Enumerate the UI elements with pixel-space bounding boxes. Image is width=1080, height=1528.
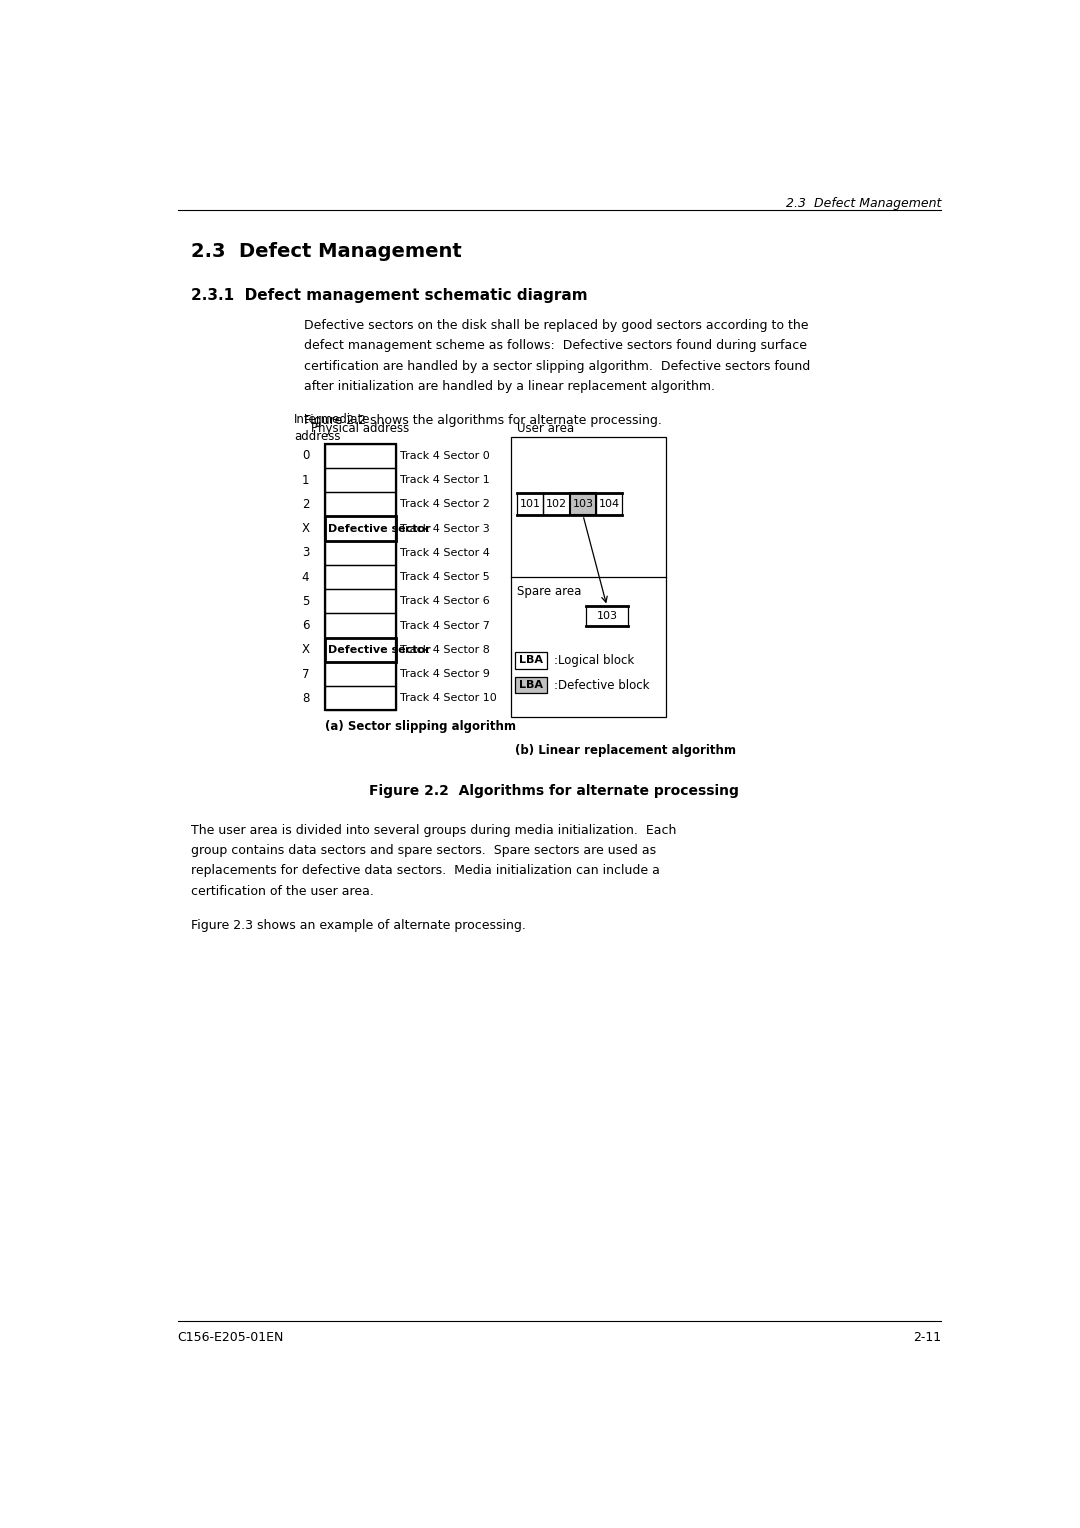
Bar [325, 541, 396, 565]
Text: Intermediate: Intermediate [294, 413, 370, 426]
Text: 0: 0 [301, 449, 309, 463]
Text: after initialization are handled by a linear replacement algorithm.: after initialization are handled by a li… [303, 380, 715, 393]
Text: Defective sector: Defective sector [328, 524, 431, 533]
Text: 5: 5 [301, 594, 309, 608]
Text: certification of the user area.: certification of the user area. [191, 885, 374, 898]
Text: 2-11: 2-11 [913, 1331, 941, 1343]
Text: Physical address: Physical address [311, 422, 409, 435]
Bar [325, 613, 396, 637]
Text: 2.3  Defect Management: 2.3 Defect Management [191, 241, 461, 261]
Bar [511, 437, 666, 717]
Text: group contains data sectors and spare sectors.  Spare sectors are used as: group contains data sectors and spare se… [191, 843, 656, 857]
Text: (a) Sector slipping algorithm: (a) Sector slipping algorithm [325, 720, 516, 733]
Text: 102: 102 [546, 500, 567, 509]
Text: defect management scheme as follows:  Defective sectors found during surface: defect management scheme as follows: Def… [303, 339, 807, 353]
Text: X: X [301, 523, 310, 535]
Bar [515, 652, 548, 669]
Text: Track 4 Sector 0: Track 4 Sector 0 [400, 451, 490, 461]
Bar [325, 590, 396, 613]
Text: LBA: LBA [519, 680, 543, 691]
Text: 104: 104 [598, 500, 620, 509]
Bar [325, 662, 396, 686]
Text: Track 4 Sector 8: Track 4 Sector 8 [400, 645, 490, 656]
Text: C156-E205-01EN: C156-E205-01EN [177, 1331, 284, 1343]
Text: Track 4 Sector 5: Track 4 Sector 5 [400, 571, 490, 582]
Bar [517, 494, 543, 515]
Text: (b) Linear replacement algorithm: (b) Linear replacement algorithm [515, 744, 735, 756]
Text: :Logical block: :Logical block [554, 654, 634, 666]
Bar [325, 492, 396, 516]
Text: 8: 8 [301, 692, 309, 704]
Text: 7: 7 [301, 668, 309, 680]
Text: :Defective block: :Defective block [554, 678, 649, 692]
Bar [570, 494, 596, 515]
Bar [325, 443, 396, 468]
Text: 4: 4 [301, 570, 309, 584]
Bar [596, 494, 622, 515]
Text: 2.3.1  Defect management schematic diagram: 2.3.1 Defect management schematic diagra… [191, 289, 588, 303]
Text: Spare area: Spare area [517, 585, 581, 597]
Bar [543, 494, 570, 515]
Text: Track 4 Sector 9: Track 4 Sector 9 [400, 669, 490, 678]
Text: Track 4 Sector 1: Track 4 Sector 1 [400, 475, 490, 484]
Bar [325, 686, 396, 711]
Text: certification are handled by a sector slipping algorithm.  Defective sectors fou: certification are handled by a sector sl… [303, 359, 810, 373]
Text: 3: 3 [301, 547, 309, 559]
Bar [325, 516, 396, 541]
Text: Track 4 Sector 7: Track 4 Sector 7 [400, 620, 490, 631]
Text: Track 4 Sector 10: Track 4 Sector 10 [400, 694, 497, 703]
Bar [325, 443, 396, 711]
Text: Defective sector: Defective sector [328, 645, 431, 656]
Text: Track 4 Sector 2: Track 4 Sector 2 [400, 500, 490, 509]
Text: Track 4 Sector 3: Track 4 Sector 3 [400, 524, 490, 533]
Text: replacements for defective data sectors.  Media initialization can include a: replacements for defective data sectors.… [191, 865, 660, 877]
Text: 6: 6 [301, 619, 309, 633]
Text: Figure 2.2 shows the algorithms for alternate processing.: Figure 2.2 shows the algorithms for alte… [303, 414, 662, 428]
Bar [585, 607, 629, 626]
Text: 101: 101 [519, 500, 541, 509]
Text: LBA: LBA [519, 656, 543, 665]
Text: 2.3  Defect Management: 2.3 Defect Management [785, 197, 941, 211]
Text: Defective sectors on the disk shall be replaced by good sectors according to the: Defective sectors on the disk shall be r… [303, 319, 809, 332]
Text: User area: User area [517, 422, 575, 435]
Text: 103: 103 [596, 611, 618, 622]
Text: 1: 1 [301, 474, 309, 486]
Text: Track 4 Sector 4: Track 4 Sector 4 [400, 547, 490, 558]
Text: Figure 2.3 shows an example of alternate processing.: Figure 2.3 shows an example of alternate… [191, 920, 526, 932]
Text: Track 4 Sector 6: Track 4 Sector 6 [400, 596, 490, 607]
Text: Figure 2.2  Algorithms for alternate processing: Figure 2.2 Algorithms for alternate proc… [368, 784, 739, 798]
Text: The user area is divided into several groups during media initialization.  Each: The user area is divided into several gr… [191, 824, 676, 837]
Text: address: address [294, 429, 340, 443]
Bar [325, 565, 396, 590]
Bar [325, 468, 396, 492]
Text: 2: 2 [301, 498, 309, 510]
Bar [325, 637, 396, 662]
Text: 103: 103 [572, 500, 593, 509]
Text: X: X [301, 643, 310, 657]
Bar [515, 677, 548, 694]
